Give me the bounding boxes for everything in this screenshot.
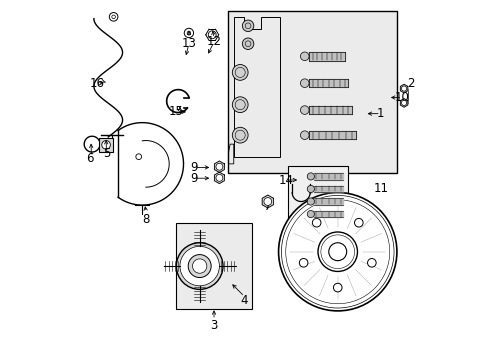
Text: 14: 14 [278, 174, 293, 186]
Circle shape [242, 38, 253, 49]
Circle shape [136, 154, 142, 159]
Circle shape [102, 140, 110, 149]
Circle shape [188, 255, 211, 278]
Text: 6: 6 [86, 152, 94, 165]
Polygon shape [262, 195, 273, 208]
Text: 12: 12 [206, 35, 221, 49]
Circle shape [264, 198, 271, 206]
Circle shape [367, 258, 375, 267]
Circle shape [401, 100, 406, 105]
Circle shape [354, 219, 363, 227]
Text: 2: 2 [407, 77, 414, 90]
Text: 1: 1 [376, 107, 384, 120]
Circle shape [333, 283, 341, 292]
Circle shape [312, 219, 320, 227]
Circle shape [300, 106, 308, 114]
Circle shape [300, 131, 308, 139]
Circle shape [232, 64, 247, 80]
Circle shape [184, 28, 193, 38]
Circle shape [306, 198, 314, 205]
Polygon shape [214, 172, 224, 184]
Bar [287, 166, 348, 223]
Text: 13: 13 [181, 37, 196, 50]
Text: 9: 9 [190, 172, 198, 185]
Circle shape [232, 127, 247, 143]
Text: 7: 7 [264, 201, 271, 213]
Circle shape [208, 31, 216, 39]
Circle shape [232, 97, 247, 113]
Text: 15: 15 [168, 105, 183, 118]
Text: 3: 3 [210, 319, 217, 332]
Bar [99, 138, 113, 152]
Circle shape [317, 232, 357, 271]
Circle shape [192, 259, 206, 273]
Bar [176, 223, 251, 309]
Circle shape [180, 246, 219, 286]
Text: 5: 5 [102, 147, 110, 159]
Circle shape [278, 193, 396, 311]
Text: 9: 9 [190, 161, 198, 174]
Text: 11: 11 [372, 183, 387, 195]
Polygon shape [400, 99, 407, 107]
Text: 4: 4 [240, 294, 248, 307]
Circle shape [109, 13, 118, 21]
Circle shape [242, 20, 253, 32]
Text: 10: 10 [394, 91, 409, 104]
Circle shape [216, 163, 223, 170]
Circle shape [401, 86, 406, 91]
Text: 16: 16 [90, 77, 105, 90]
Circle shape [300, 79, 308, 87]
Bar [228, 12, 396, 173]
Circle shape [306, 211, 314, 218]
Circle shape [300, 52, 308, 60]
Circle shape [306, 173, 314, 180]
Polygon shape [400, 84, 407, 93]
Polygon shape [214, 161, 224, 172]
Circle shape [216, 174, 223, 181]
Circle shape [176, 243, 223, 289]
Circle shape [306, 185, 314, 193]
Text: 8: 8 [142, 213, 149, 226]
Circle shape [299, 258, 307, 267]
Circle shape [328, 243, 346, 261]
